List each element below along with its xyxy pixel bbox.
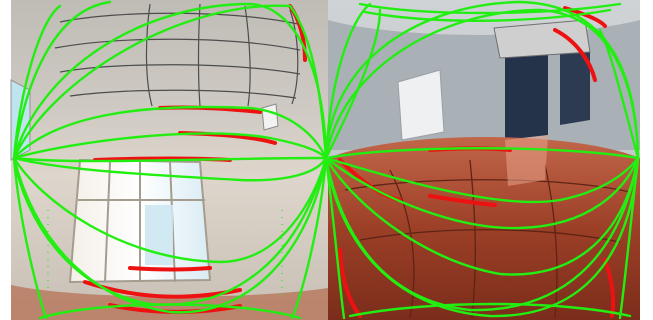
right-panorama-panel xyxy=(328,0,640,320)
window-grate xyxy=(493,19,591,59)
red-curve xyxy=(428,194,497,207)
green-curve xyxy=(12,156,48,320)
red-floor xyxy=(328,137,640,320)
green-curve xyxy=(12,156,328,163)
green-curve xyxy=(12,4,62,160)
green-overlay-curves xyxy=(12,0,640,320)
window-mullions xyxy=(78,161,205,283)
red-curve xyxy=(553,28,597,82)
green-curve xyxy=(618,156,640,320)
green-curve xyxy=(38,303,302,320)
green-curve xyxy=(290,156,328,320)
green-curve xyxy=(12,4,328,160)
door-dark xyxy=(505,48,548,140)
green-curve xyxy=(324,8,382,160)
green-curve xyxy=(12,156,328,264)
green-curve xyxy=(12,132,328,160)
green-curve xyxy=(12,105,328,160)
green-curve xyxy=(324,156,640,312)
green-curve xyxy=(348,302,632,318)
green-curve xyxy=(324,156,640,204)
door-dark-right xyxy=(560,46,590,125)
green-curve xyxy=(12,156,328,314)
floor-reflection xyxy=(505,135,548,186)
green-curve xyxy=(324,156,640,230)
floor-seams xyxy=(344,159,631,319)
green-curve xyxy=(324,156,346,320)
green-curve xyxy=(12,0,112,160)
ceiling-light xyxy=(261,103,279,131)
green-curve xyxy=(363,8,612,22)
green-curve xyxy=(324,156,640,318)
red-curve xyxy=(338,248,362,318)
green-curve xyxy=(12,156,328,182)
red-curve xyxy=(128,266,212,272)
green-curve xyxy=(358,2,622,15)
radiator xyxy=(397,69,445,141)
left-floor xyxy=(11,285,328,320)
green-curve xyxy=(324,156,640,276)
dotted-guides xyxy=(47,210,283,300)
green-curve xyxy=(324,147,640,160)
green-curve xyxy=(598,28,640,160)
